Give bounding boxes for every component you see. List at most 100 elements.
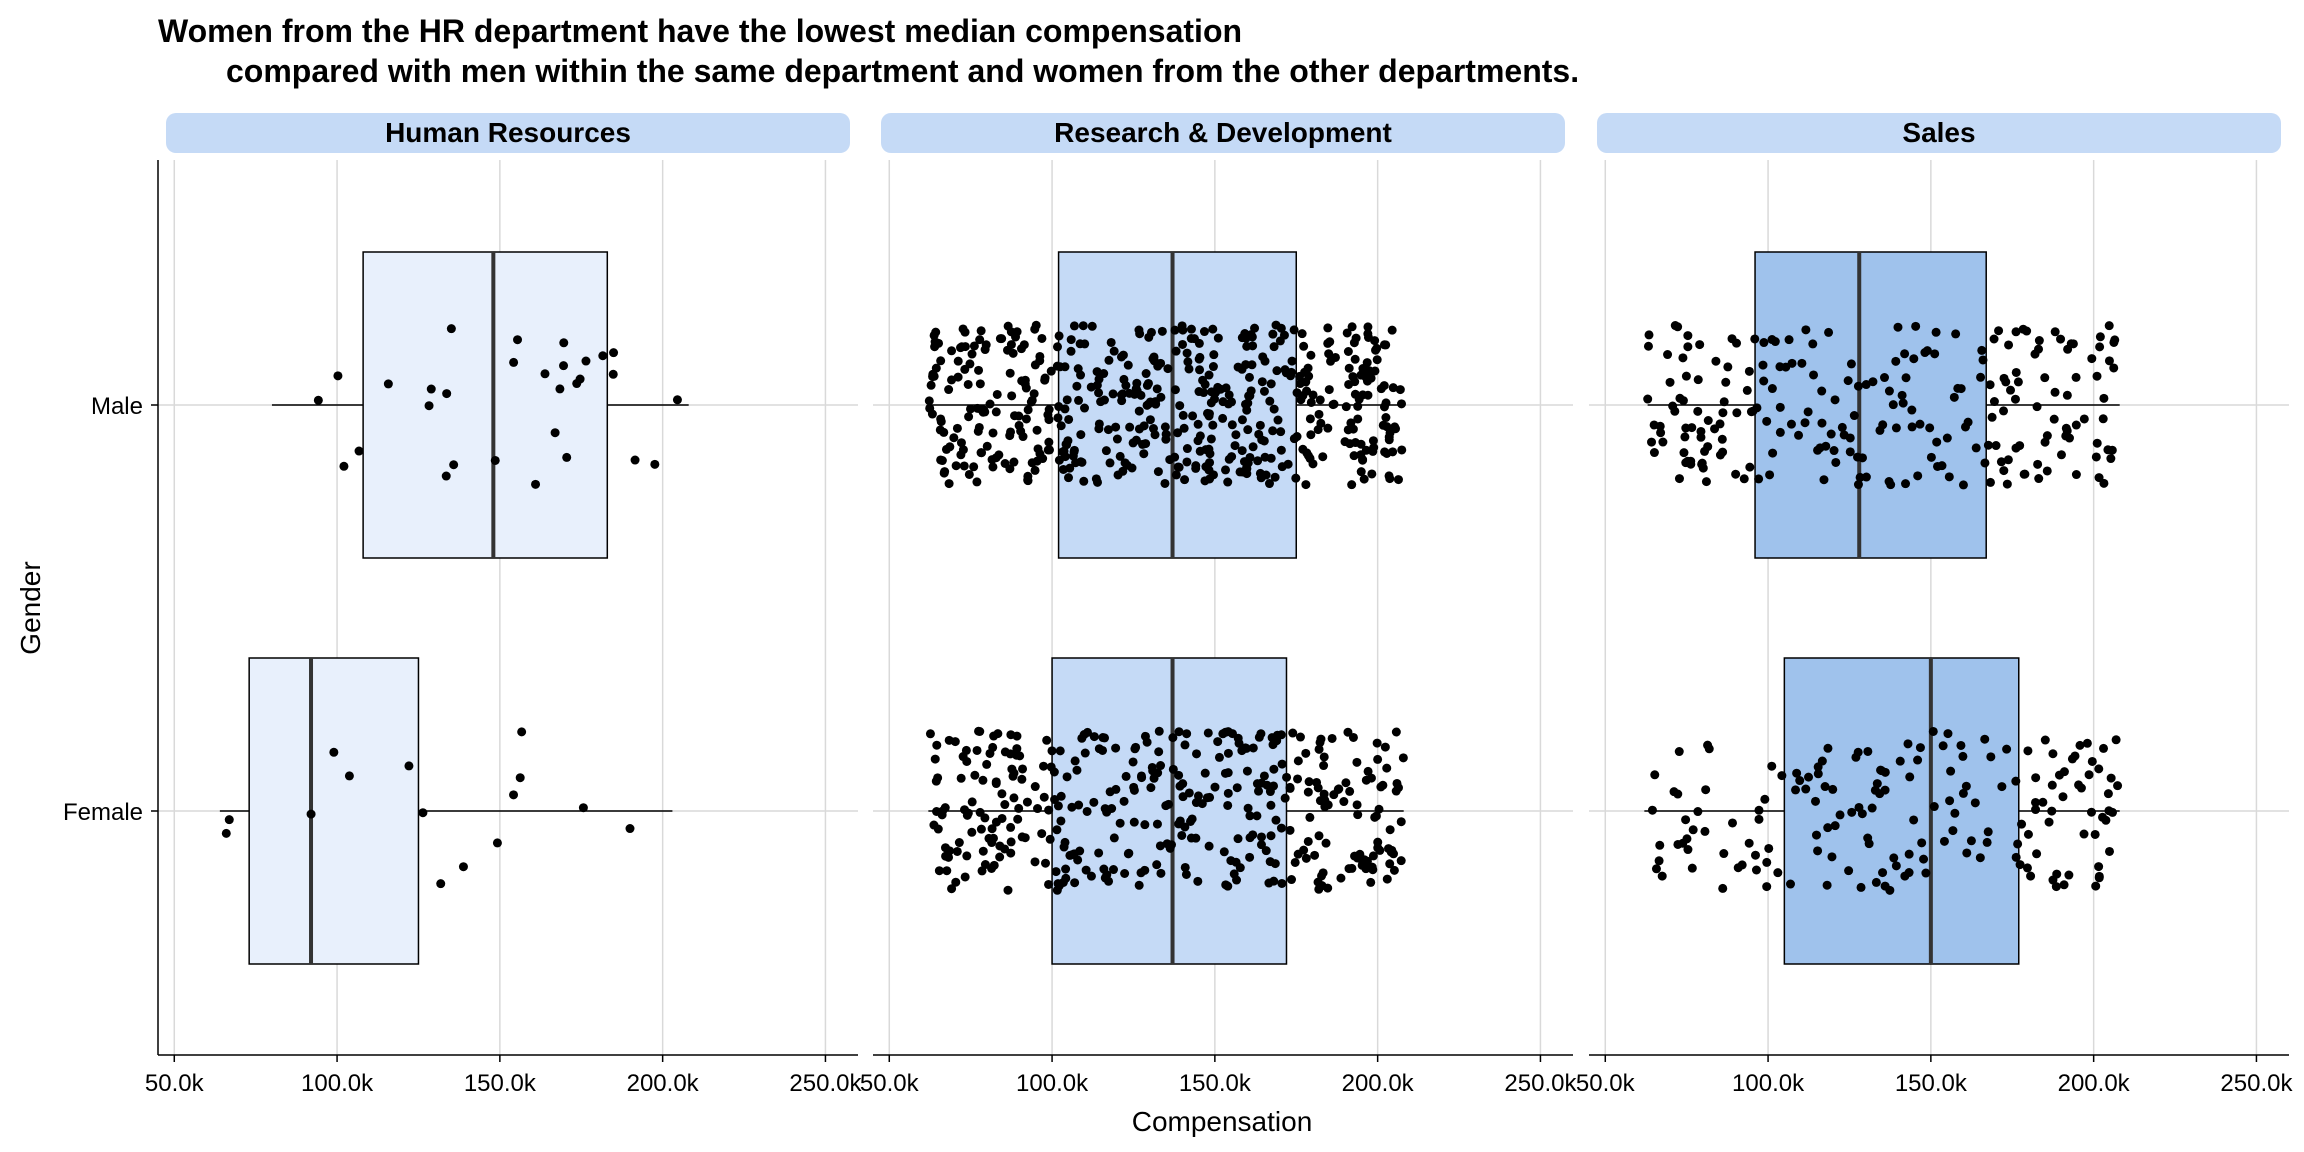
data-point: [1937, 461, 1947, 471]
data-point: [1384, 471, 1394, 481]
data-point: [1393, 475, 1403, 485]
data-point: [1070, 756, 1080, 766]
data-point: [2094, 862, 2104, 872]
data-point: [1787, 358, 1797, 368]
data-point: [1312, 777, 1322, 787]
data-point: [1391, 727, 1401, 737]
data-point: [947, 346, 957, 356]
data-point: [1700, 826, 1710, 836]
data-point: [1868, 377, 1878, 387]
data-point: [1059, 446, 1069, 456]
data-point: [2067, 754, 2077, 764]
data-point: [1353, 853, 1363, 863]
data-point: [2031, 805, 2041, 815]
data-point: [1052, 825, 1062, 835]
data-point: [1204, 370, 1214, 380]
data-point: [1240, 743, 1250, 753]
data-point: [1701, 785, 1711, 795]
data-point: [1243, 425, 1253, 435]
data-point: [2006, 385, 2016, 395]
data-point: [1804, 772, 1814, 782]
data-point: [956, 438, 966, 448]
data-point: [1094, 419, 1104, 429]
data-point: [934, 338, 944, 348]
data-point: [997, 813, 1007, 823]
data-point: [1205, 474, 1215, 484]
x-tick-label: 150.0k: [1179, 1070, 1252, 1097]
data-point: [1731, 469, 1741, 479]
data-point: [2106, 773, 2116, 783]
data-point: [1366, 877, 1376, 887]
data-point: [952, 423, 962, 433]
data-point: [1191, 463, 1201, 473]
data-point: [1958, 788, 1968, 798]
data-point: [1253, 456, 1263, 466]
data-point: [1831, 457, 1841, 467]
data-point: [1247, 360, 1257, 370]
data-point: [2058, 792, 2068, 802]
panel-3: Sales 50.0k 100.0k 150.0k 200.0k 250.0k: [1576, 113, 2293, 1097]
data-point: [1368, 446, 1378, 456]
points: [1647, 726, 2123, 895]
data-point: [1996, 457, 2006, 467]
data-point: [1030, 782, 1040, 792]
data-point: [1044, 445, 1054, 455]
data-point: [513, 335, 523, 345]
data-point: [1074, 395, 1084, 405]
data-point: [1823, 823, 1833, 833]
data-point: [1245, 852, 1255, 862]
data-point: [1975, 853, 1985, 863]
data-point: [1221, 880, 1231, 890]
data-point: [1293, 774, 1303, 784]
data-point: [1214, 384, 1224, 394]
data-point: [1204, 465, 1214, 475]
data-point: [1223, 748, 1233, 758]
chart-title-line-1: Women from the HR department have the lo…: [158, 13, 1242, 49]
data-point: [1378, 420, 1388, 430]
data-point: [1101, 446, 1111, 456]
data-point: [1327, 733, 1337, 743]
data-point: [1182, 444, 1192, 454]
boxplot-female: [925, 657, 1408, 965]
data-point: [2106, 454, 2116, 464]
data-point: [1857, 453, 1867, 463]
data-point: [929, 820, 939, 830]
data-point: [1139, 449, 1149, 459]
data-point: [1277, 759, 1287, 769]
data-point: [1277, 462, 1287, 472]
data-point: [1718, 408, 1728, 418]
data-point: [1324, 385, 1334, 395]
data-point: [1719, 397, 1729, 407]
data-point: [1020, 379, 1030, 389]
data-point: [2023, 829, 2033, 839]
data-point: [1744, 366, 1754, 376]
data-point: [2109, 337, 2119, 347]
data-point: [1177, 321, 1187, 331]
data-point: [1125, 422, 1135, 432]
data-point: [1898, 398, 1908, 408]
data-point: [1178, 410, 1188, 420]
data-point: [1786, 419, 1796, 429]
data-point: [1853, 480, 1863, 490]
data-point: [1693, 807, 1703, 817]
data-point: [1932, 437, 1942, 447]
data-point: [1078, 321, 1088, 331]
data-point: [1703, 740, 1713, 750]
data-point: [1718, 883, 1728, 893]
data-point: [2098, 812, 2108, 822]
data-point: [1380, 742, 1390, 752]
data-point: [1131, 384, 1141, 394]
data-point: [982, 441, 992, 451]
data-point: [1209, 394, 1219, 404]
data-point: [1111, 422, 1121, 432]
data-point: [1148, 424, 1158, 434]
data-point: [2047, 780, 2057, 790]
data-point: [1891, 423, 1901, 433]
data-point: [1835, 810, 1845, 820]
data-point: [2013, 377, 2023, 387]
data-point: [1020, 833, 1030, 843]
data-point: [1183, 357, 1193, 367]
data-point: [936, 417, 946, 427]
data-point: [960, 805, 970, 815]
data-point: [1005, 368, 1015, 378]
